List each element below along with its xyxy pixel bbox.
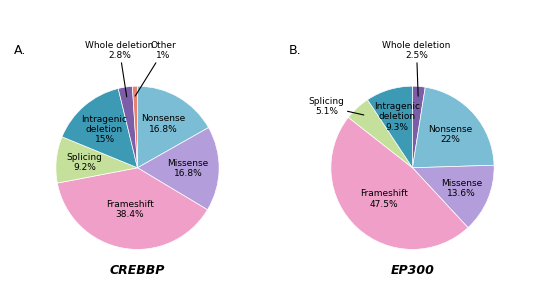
Wedge shape: [412, 87, 494, 168]
Wedge shape: [367, 86, 412, 168]
Text: Missense
13.6%: Missense 13.6%: [441, 178, 482, 198]
Wedge shape: [412, 86, 425, 168]
Wedge shape: [57, 168, 207, 250]
Text: Whole deletion
2.8%: Whole deletion 2.8%: [85, 41, 154, 97]
Text: Splicing
9.2%: Splicing 9.2%: [67, 153, 103, 172]
Text: Whole deletion
2.5%: Whole deletion 2.5%: [382, 41, 451, 96]
Text: Nonsense
22%: Nonsense 22%: [428, 125, 472, 144]
Wedge shape: [56, 137, 138, 183]
Text: Other
1%: Other 1%: [135, 41, 177, 96]
Wedge shape: [133, 86, 138, 168]
Text: Intragenic
deletion
9.3%: Intragenic deletion 9.3%: [374, 102, 420, 132]
Text: Intragenic
deletion
15%: Intragenic deletion 15%: [81, 114, 128, 144]
Wedge shape: [348, 100, 412, 168]
Wedge shape: [138, 128, 219, 210]
Text: CREBBP: CREBBP: [110, 264, 165, 277]
Text: Splicing
5.1%: Splicing 5.1%: [309, 97, 364, 116]
Wedge shape: [62, 88, 138, 168]
Text: Missense
16.8%: Missense 16.8%: [167, 159, 208, 178]
Wedge shape: [331, 117, 468, 250]
Text: EP300: EP300: [390, 264, 435, 277]
Wedge shape: [138, 86, 208, 168]
Text: A.: A.: [13, 44, 26, 57]
Text: Nonsense
16.8%: Nonsense 16.8%: [141, 114, 185, 134]
Text: B.: B.: [288, 44, 301, 57]
Text: Frameshift
38.4%: Frameshift 38.4%: [106, 200, 154, 219]
Text: Frameshift
47.5%: Frameshift 47.5%: [360, 189, 408, 209]
Wedge shape: [412, 165, 494, 228]
Wedge shape: [118, 86, 138, 168]
